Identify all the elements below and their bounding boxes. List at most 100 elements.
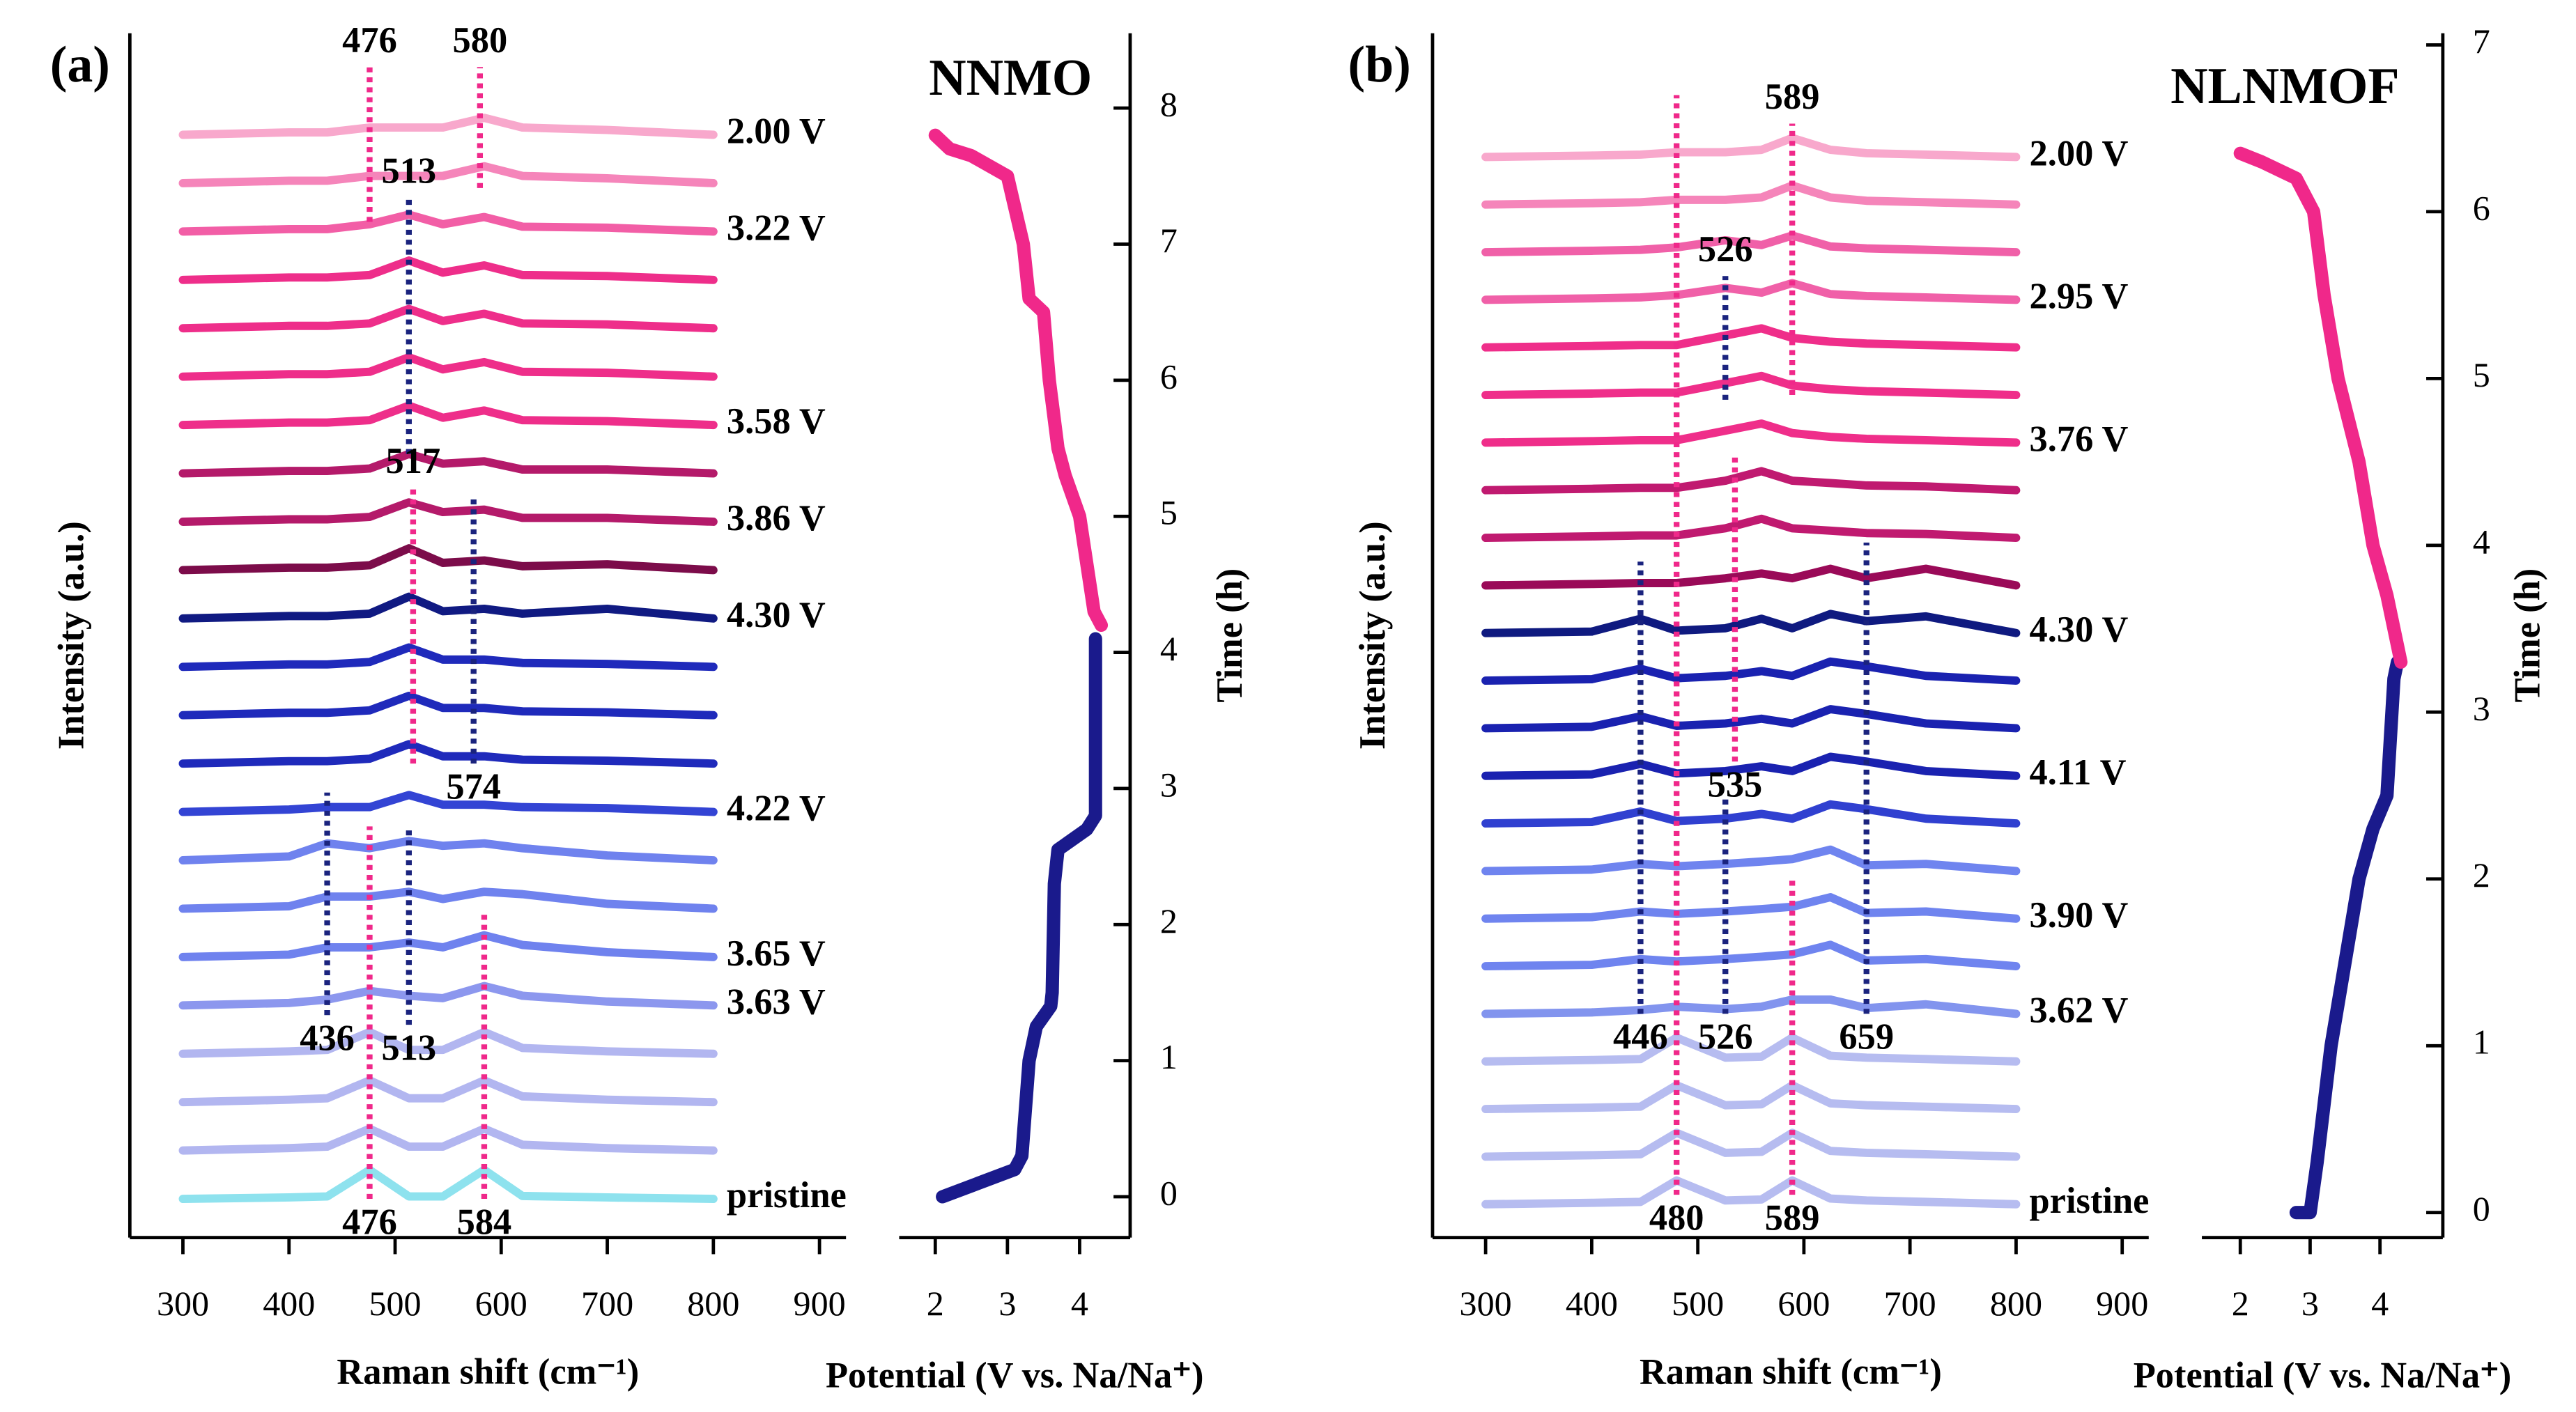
- data-line: [1481, 231, 2021, 257]
- x-tick-label: 400: [263, 1284, 315, 1323]
- series-label: 4.11 V: [2030, 752, 2127, 793]
- series-label: 3.86 V: [727, 498, 826, 538]
- data-line: [178, 304, 718, 333]
- y-tick-label: 6: [2473, 188, 2490, 227]
- y-tick-label: 5: [1160, 493, 1178, 532]
- series-label: 3.76 V: [2030, 419, 2129, 459]
- peak-label: 574: [446, 766, 501, 807]
- data-line: [2233, 146, 2408, 669]
- series-label: 2.00 V: [2030, 133, 2129, 173]
- series-label: 2.00 V: [727, 111, 826, 152]
- x-tick-label: 400: [1566, 1284, 1618, 1323]
- data-line: [178, 1124, 718, 1155]
- data-line: [1481, 752, 2021, 780]
- data-line: [178, 162, 718, 187]
- x-tick-label: 300: [157, 1284, 209, 1323]
- data-line: [928, 128, 1109, 633]
- x-axis-label: Potential (V vs. Na/Na⁺): [826, 1355, 1203, 1395]
- data-line: [1481, 134, 2021, 162]
- data-line: [178, 887, 718, 913]
- data-line: [178, 643, 718, 672]
- data-line: [1481, 1176, 2021, 1209]
- data-line: [1481, 995, 2021, 1018]
- data-line: [178, 1027, 718, 1058]
- data-line: [1481, 181, 2021, 209]
- series-label: 3.22 V: [727, 208, 826, 248]
- panel-label: (a): [50, 36, 110, 93]
- x-axis-label: Potential (V vs. Na/Na⁺): [2134, 1355, 2511, 1395]
- y-tick-label: 1: [1160, 1037, 1178, 1076]
- data-line: [1481, 1033, 2021, 1066]
- y-axis-label: Time (h): [1210, 568, 1250, 703]
- series-label: 3.63 V: [727, 982, 826, 1022]
- data-line: [178, 210, 718, 236]
- data-line: [1481, 845, 2021, 876]
- series-label: 4.30 V: [727, 595, 826, 635]
- data-line: [178, 1165, 718, 1204]
- data-line: [1481, 657, 2021, 685]
- data-line: [178, 982, 718, 1010]
- x-axis-label: Raman shift (cm⁻¹): [337, 1352, 639, 1392]
- data-line: [2289, 655, 2405, 1220]
- x-tick-label: 4: [1071, 1284, 1088, 1323]
- y-tick-label: 6: [1160, 357, 1178, 396]
- panel-label: (b): [1348, 36, 1410, 93]
- y-tick-label: 4: [2473, 522, 2490, 561]
- data-line: [178, 740, 718, 768]
- x-tick-label: 800: [687, 1284, 739, 1323]
- y-tick-label: 0: [2473, 1189, 2490, 1228]
- peak-label: 589: [1765, 77, 1820, 117]
- y-tick-label: 4: [1160, 629, 1178, 668]
- peak-label: 476: [342, 1202, 397, 1242]
- y-tick-label: 7: [1160, 221, 1178, 260]
- series-label: 2.95 V: [2030, 276, 2129, 316]
- data-line: [1481, 610, 2021, 637]
- x-tick-label: 500: [1672, 1284, 1724, 1323]
- y-tick-label: 3: [2473, 689, 2490, 728]
- x-tick-label: 900: [2096, 1284, 2148, 1323]
- x-tick-label: 3: [2301, 1284, 2319, 1323]
- peak-label: 659: [1839, 1017, 1894, 1057]
- chart-title: NLNMOF: [2170, 57, 2399, 114]
- data-line: [178, 256, 718, 284]
- x-tick-label: 800: [1990, 1284, 2042, 1323]
- peak-label: 584: [457, 1202, 512, 1242]
- peak-label: 517: [386, 441, 441, 481]
- y-tick-label: 5: [2473, 355, 2490, 394]
- chart-title: NNMO: [929, 49, 1092, 106]
- data-line: [178, 449, 718, 478]
- data-line: [178, 691, 718, 720]
- peak-label: 436: [300, 1018, 355, 1058]
- series-label: pristine: [2030, 1181, 2150, 1221]
- x-tick-label: 700: [581, 1284, 633, 1323]
- data-line: [1481, 514, 2021, 543]
- x-tick-label: 300: [1460, 1284, 1512, 1323]
- data-line: [178, 114, 718, 139]
- x-tick-label: 700: [1884, 1284, 1936, 1323]
- peak-label: 513: [381, 150, 436, 191]
- y-tick-label: 3: [1160, 765, 1178, 804]
- peak-label: 526: [1698, 229, 1753, 270]
- data-line: [178, 352, 718, 381]
- series-label: 4.30 V: [2030, 610, 2129, 650]
- data-line: [1481, 564, 2021, 590]
- x-tick-label: 3: [998, 1284, 1016, 1323]
- peak-label: 589: [1765, 1197, 1820, 1238]
- data-line: [1481, 279, 2021, 304]
- data-line: [1481, 893, 2021, 923]
- peak-label: 535: [1708, 764, 1763, 805]
- y-tick-label: 1: [2473, 1023, 2490, 1062]
- series-label: 3.58 V: [727, 401, 826, 442]
- series-label: 3.90 V: [2030, 895, 2129, 936]
- data-line: [178, 931, 718, 961]
- data-line: [178, 401, 718, 430]
- data-line: [1481, 940, 2021, 971]
- data-line: [178, 837, 718, 864]
- x-tick-label: 2: [2232, 1284, 2249, 1323]
- series-label: 3.62 V: [2030, 990, 2129, 1030]
- peak-label: 526: [1698, 1017, 1753, 1057]
- data-line: [1481, 1128, 2021, 1161]
- data-line: [1481, 324, 2021, 352]
- data-line: [936, 632, 1102, 1204]
- data-line: [1481, 1080, 2021, 1114]
